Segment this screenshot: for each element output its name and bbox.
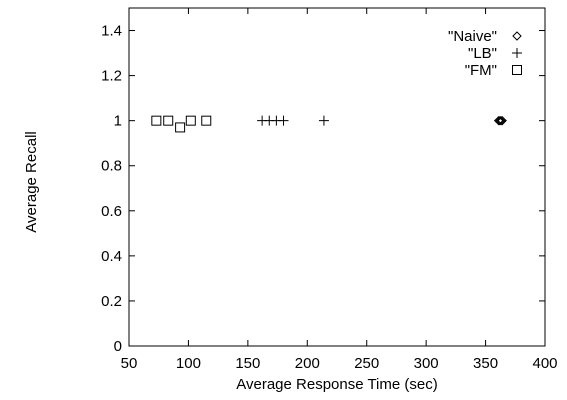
x-tick-label: 200 [295,355,320,372]
plot-frame [128,7,546,347]
point-diamond [496,115,506,126]
data-points [151,115,507,133]
point-square [175,122,186,133]
point-square [151,115,162,126]
x-tick-label: 150 [235,355,260,372]
y-tick-label: 0 [114,338,122,355]
legend-label: "FM" [465,62,497,79]
point-plus [278,115,289,126]
x-axis: 50 100 150 200 250 300 350 400 [121,8,558,372]
legend: "Naive""LB""FM" [448,28,522,79]
x-tick-label: 350 [473,355,498,372]
point-square [163,115,174,126]
y-axis-label: Average Recall [23,131,40,232]
y-tick-label: 0.8 [101,158,122,175]
x-tick-label: 300 [414,355,439,372]
y-tick-label: 1.2 [101,68,122,85]
point-diamond [493,115,504,126]
x-tick-label: 400 [532,355,557,372]
legend-label: "Naive" [448,28,497,45]
y-axis: 0 0.2 0.4 0.6 0.8 1 1.2 1.4 [101,23,545,355]
legend-marker-diamond [512,31,522,41]
legend-label: "LB" [468,45,497,62]
point-square [201,115,212,126]
y-tick-label: 1 [114,113,122,130]
point-plus [318,115,329,126]
y-tick-label: 0.4 [101,248,122,265]
legend-marker-square [512,65,522,75]
x-tick-label: 250 [354,355,379,372]
x-axis-label: Average Response Time (sec) [236,376,437,393]
y-tick-label: 1.4 [101,23,122,40]
point-diamond [495,115,505,126]
x-tick-label: 100 [176,355,201,372]
legend-marker-plus [512,48,522,58]
y-tick-label: 0.2 [101,293,122,310]
point-diamond [497,115,507,126]
point-square [185,115,196,126]
y-tick-label: 0.6 [101,203,122,220]
x-tick-label: 50 [121,355,138,372]
